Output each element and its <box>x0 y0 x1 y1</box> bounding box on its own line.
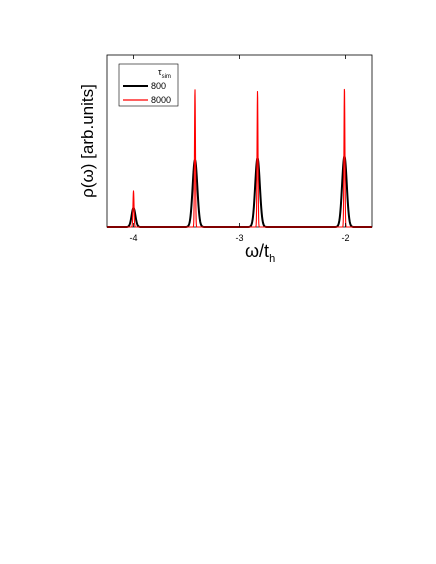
legend: τsim 800 8000 <box>118 63 179 107</box>
x-tick-layer: -4 -3 -2 <box>129 55 350 243</box>
x-axis-label-sub: h <box>269 253 275 265</box>
series-layer <box>106 88 373 228</box>
legend-title: τsim <box>158 67 171 80</box>
x-tick-label: -4 <box>129 233 137 243</box>
x-axis-label: ω/th <box>245 241 275 265</box>
x-tick-label: -2 <box>341 233 349 243</box>
legend-label-800: 800 <box>151 81 166 91</box>
y-axis-label: ρ(ω) [arb.units] <box>78 84 97 198</box>
series-line-8000 <box>106 88 373 228</box>
legend-label-8000: 8000 <box>151 95 171 105</box>
x-axis-label-main: ω/t <box>245 241 269 261</box>
legend-title-sub: sim <box>162 74 171 80</box>
legend-title-main: τ <box>158 67 162 77</box>
x-tick-label: -3 <box>235 233 243 243</box>
series-line-800 <box>106 155 373 228</box>
